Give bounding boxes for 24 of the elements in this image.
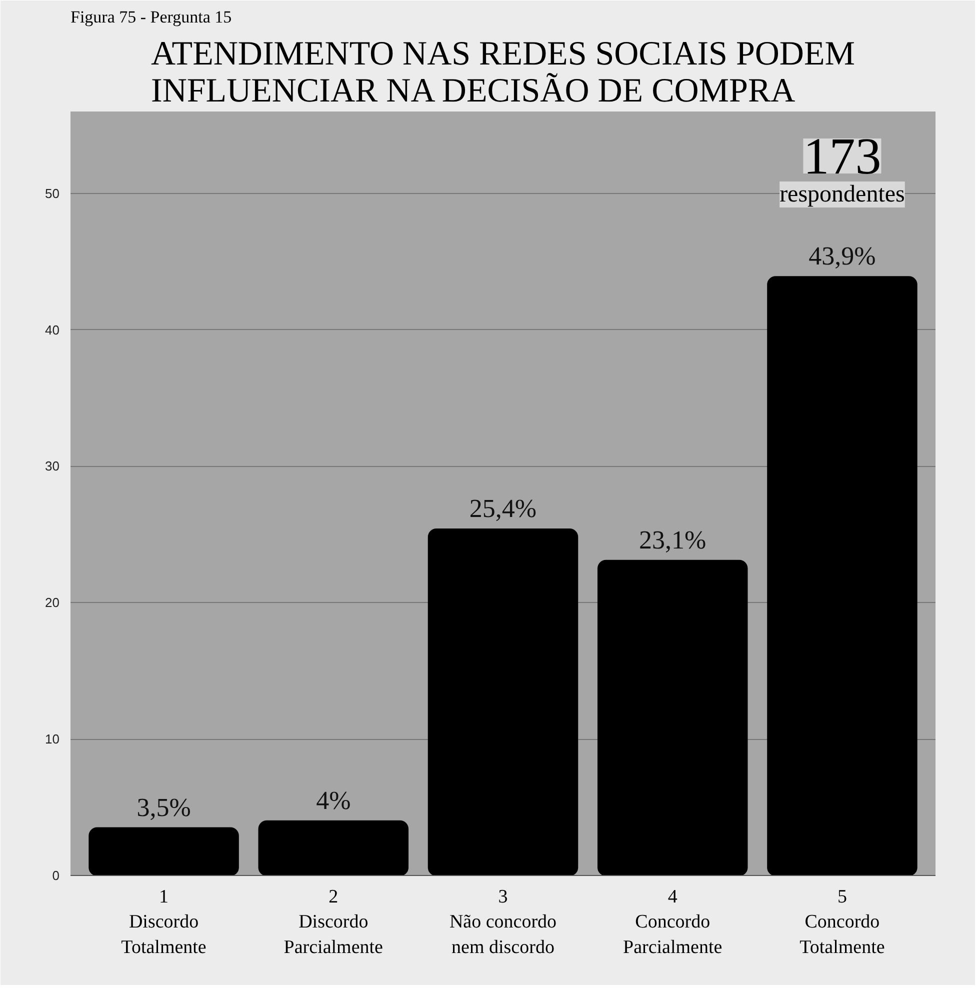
- y-tick-label: 40: [45, 322, 60, 338]
- data-label: 25,4%: [469, 494, 537, 523]
- data-label: 43,9%: [808, 242, 876, 271]
- y-tick-label: 0: [52, 868, 60, 883]
- chart-title: ATENDIMENTO NAS REDES SOCIAIS PODEM INFLUENCIAR NA DECISÃO DE COMPRA: [151, 36, 855, 110]
- x-tick-label: 1 Discordo Totalmente: [121, 886, 206, 958]
- y-tick-label: 10: [45, 732, 60, 747]
- bar: [597, 560, 748, 876]
- data-label: 23,1%: [639, 525, 706, 554]
- x-tick-label: 2 Discordo Parcialmente: [284, 886, 383, 958]
- x-tick-label: 3 Não concordo nem discordo: [449, 886, 557, 958]
- text: Figura 75 - Pergunta 15: [70, 8, 232, 26]
- x-tick-label: 4 Concordo Parcialmente: [623, 886, 722, 958]
- x-tick-label: 5 Concordo Totalmente: [800, 886, 885, 958]
- data-label: 3,5%: [136, 792, 191, 822]
- annotation: 173 respondentes: [780, 128, 905, 208]
- bar: [258, 820, 409, 876]
- y-tick-label: 50: [45, 186, 60, 201]
- bar: [88, 827, 239, 876]
- data-label: 4%: [316, 786, 351, 815]
- bar: [767, 276, 918, 876]
- y-tick-label: 30: [45, 458, 60, 474]
- bar: [428, 528, 578, 876]
- y-tick-label: 20: [45, 595, 60, 610]
